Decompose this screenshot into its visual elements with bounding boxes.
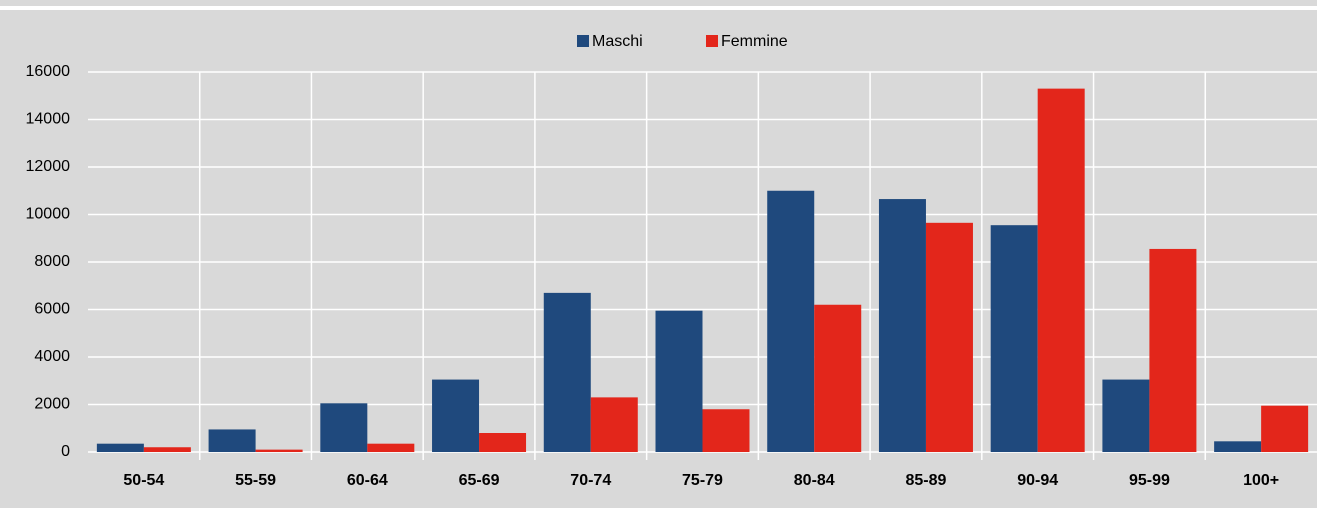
y-tick-label: 6000 (34, 301, 70, 318)
bar (878, 199, 926, 452)
bar (1102, 379, 1150, 452)
bar (702, 409, 750, 452)
x-tick-label: 50-54 (123, 472, 164, 489)
legend-label: Femmine (721, 33, 788, 50)
x-tick-label: 70-74 (570, 472, 611, 489)
x-tick-label: 75-79 (682, 472, 723, 489)
bar (655, 310, 703, 452)
bar (96, 443, 144, 452)
bar (432, 379, 480, 452)
bar (990, 225, 1038, 452)
x-tick-label: 90-94 (1017, 472, 1058, 489)
y-tick-label: 0 (61, 443, 70, 460)
x-tick-label: 80-84 (794, 472, 835, 489)
legend-swatch (706, 35, 718, 47)
bar (143, 447, 191, 452)
y-tick-label: 12000 (26, 158, 71, 175)
bar (767, 190, 815, 452)
bar (1214, 441, 1262, 452)
bar (590, 397, 638, 452)
x-tick-label: 65-69 (459, 472, 500, 489)
legend-swatch (577, 35, 589, 47)
bar (814, 304, 862, 452)
bar (1149, 248, 1197, 452)
bar (1037, 88, 1085, 452)
y-tick-label: 8000 (34, 253, 70, 270)
x-tick-label: 60-64 (347, 472, 388, 489)
y-tick-label: 2000 (34, 396, 70, 413)
y-tick-label: 14000 (26, 111, 71, 128)
x-tick-label: 95-99 (1129, 472, 1170, 489)
bar (208, 429, 256, 452)
y-tick-label: 4000 (34, 348, 70, 365)
bar (543, 292, 591, 452)
bar (255, 449, 303, 452)
bar (367, 443, 415, 452)
bar (1261, 405, 1309, 452)
bar (320, 403, 368, 452)
y-tick-label: 16000 (26, 63, 71, 80)
legend-label: Maschi (592, 33, 643, 50)
x-tick-label: 100+ (1243, 472, 1279, 489)
bar (479, 433, 527, 452)
y-tick-label: 10000 (26, 206, 71, 223)
x-tick-label: 85-89 (905, 472, 946, 489)
bar (925, 222, 973, 452)
x-tick-label: 55-59 (235, 472, 276, 489)
